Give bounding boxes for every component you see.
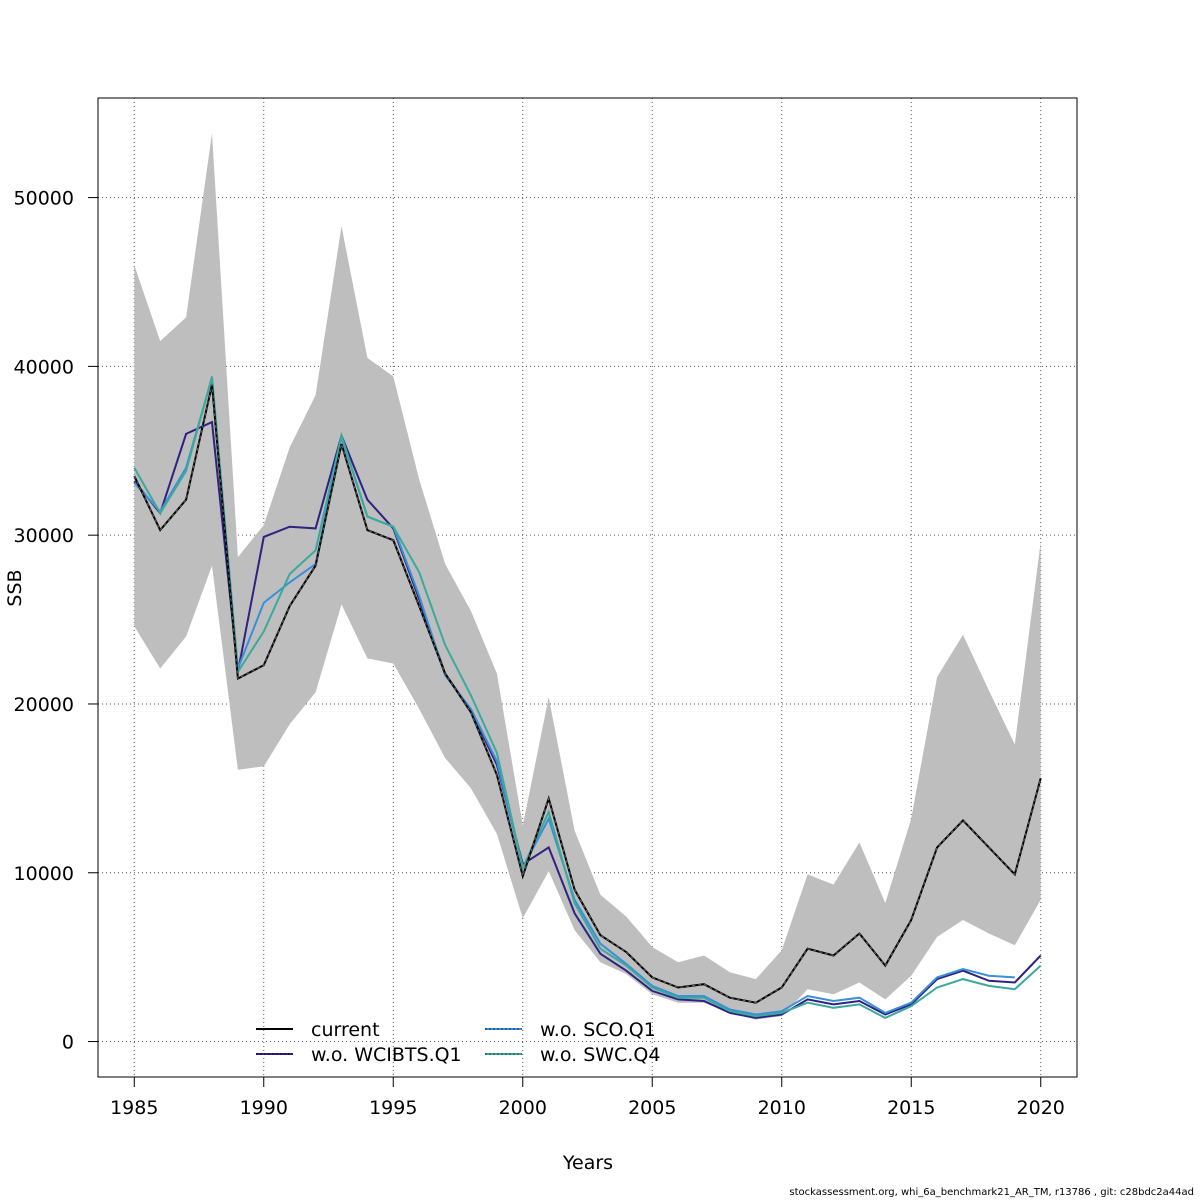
y-axis-title: SSB xyxy=(4,569,26,606)
y-tick-label-2: 20000 xyxy=(14,694,74,716)
footer-note: stockassessment.org, whi_6a_benchmark21_… xyxy=(789,1187,1194,1198)
x-tick-label-6: 2015 xyxy=(887,1097,935,1119)
x-tick-label-7: 2020 xyxy=(1017,1097,1065,1119)
x-tick-label-0: 1985 xyxy=(110,1097,158,1119)
x-tick-label-3: 2000 xyxy=(499,1097,547,1119)
series-line-1 xyxy=(133,420,1042,1019)
legend-label-1: w.o. WCIBTS.Q1 xyxy=(311,1044,462,1066)
legend: current w.o. WCIBTS.Q1 w.o. SCO.Q1 w.o. SWC… xyxy=(256,1019,660,1066)
legend-label-0: current xyxy=(311,1019,380,1041)
confidence-band xyxy=(134,133,1041,1020)
series-lines xyxy=(133,376,1042,1020)
y-tick-label-3: 30000 xyxy=(14,525,74,547)
y-tick-label-0: 0 xyxy=(62,1032,74,1054)
x-tick-label-4: 2005 xyxy=(628,1097,676,1119)
series-line-3 xyxy=(133,376,1042,1020)
legend-label-3: w.o. SWC.Q4 xyxy=(540,1044,660,1066)
x-tick-label-1: 1990 xyxy=(240,1097,288,1119)
y-tick-label-4: 40000 xyxy=(14,356,74,378)
y-axis: 0 10000 20000 30000 40000 50000 xyxy=(14,188,99,1054)
x-axis-title: Years xyxy=(562,1152,613,1174)
y-tick-label-1: 10000 xyxy=(14,863,74,885)
x-tick-label-2: 1995 xyxy=(369,1097,417,1119)
x-tick-label-5: 2010 xyxy=(758,1097,806,1119)
x-axis: 1985 1990 1995 2000 2005 2010 2015 2020 xyxy=(110,1076,1065,1119)
y-tick-label-5: 50000 xyxy=(14,188,74,210)
series-line-0-overlay xyxy=(133,384,1042,1004)
legend-label-2: w.o. SCO.Q1 xyxy=(540,1019,656,1041)
confidence-band-area xyxy=(134,133,1041,1020)
